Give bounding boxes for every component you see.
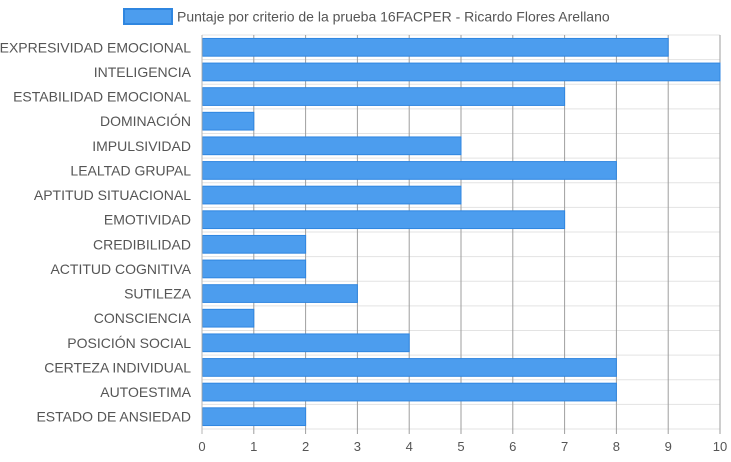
legend-label[interactable]: Puntaje por criterio de la prueba 16FACP… (177, 9, 610, 25)
bars (202, 37, 721, 427)
category-label: POSICIÓN SOCIAL (67, 335, 191, 351)
category-label: DOMINACIÓN (100, 113, 191, 129)
bar (202, 111, 255, 131)
category-label: LEALTAD GRUPAL (70, 162, 191, 178)
bar (202, 136, 462, 156)
x-tick-label: 5 (457, 439, 464, 454)
category-label: CONSCIENCIA (94, 310, 192, 326)
x-tick-label: 3 (354, 439, 361, 454)
bar (202, 407, 307, 427)
x-tick-label: 7 (561, 439, 568, 454)
legend[interactable]: Puntaje por criterio de la prueba 16FACP… (123, 8, 610, 25)
bar (202, 358, 617, 377)
category-label: IMPULSIVIDAD (92, 138, 191, 154)
bar (202, 62, 721, 82)
x-tick-label: 0 (198, 439, 205, 454)
x-tick-labels: 0 1 2 3 4 5 6 7 8 9 10 (198, 439, 727, 454)
x-tick-label: 10 (713, 439, 727, 454)
category-label: APTITUD SITUACIONAL (34, 187, 191, 203)
x-tick-label: 4 (406, 439, 413, 454)
category-label: ACTITUD COGNITIVA (50, 261, 191, 277)
bar (202, 234, 307, 254)
x-tick-label: 2 (302, 439, 309, 454)
bar (202, 185, 462, 205)
legend-swatch[interactable] (123, 8, 173, 25)
bar (202, 87, 566, 106)
category-label: AUTOESTIMA (100, 384, 191, 400)
category-label: ESTADO DE ANSIEDAD (36, 409, 191, 425)
bar (202, 284, 358, 303)
x-tick-label: 6 (509, 439, 516, 454)
category-label: INTELIGENCIA (94, 64, 192, 80)
category-label: EMOTIVIDAD (104, 212, 191, 228)
category-label: CREDIBILIDAD (93, 236, 191, 252)
x-tick-label: 8 (613, 439, 620, 454)
bar (202, 259, 307, 279)
x-tick-label: 1 (250, 439, 257, 454)
category-labels: EXPRESIVIDAD EMOCIONAL INTELIGENCIA ESTABI… (0, 39, 192, 424)
category-label: ESTABILIDAD EMOCIONAL (13, 89, 191, 105)
bar (202, 333, 410, 353)
category-label: CERTEZA INDIVIDUAL (44, 359, 191, 375)
category-label: SUTILEZA (124, 286, 192, 302)
category-label: EXPRESIVIDAD EMOCIONAL (0, 39, 191, 55)
bar (202, 37, 669, 57)
bar (202, 382, 617, 402)
bar (202, 308, 255, 328)
bar (202, 210, 566, 230)
x-tick-label: 9 (665, 439, 672, 454)
bar (202, 161, 617, 180)
